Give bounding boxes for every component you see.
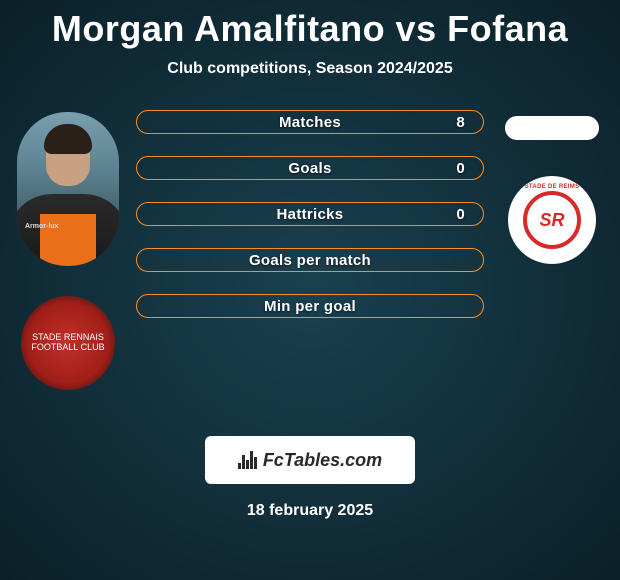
avatar-sponsor-text: Armor-lux bbox=[25, 223, 58, 230]
right-column: STADE DE REIMS SR bbox=[492, 110, 612, 264]
reims-arc-text: STADE DE REIMS bbox=[525, 184, 580, 190]
stat-pill-hattricks: Hattricks 0 bbox=[136, 202, 484, 226]
stat-value-right: 8 bbox=[456, 114, 465, 131]
player-pill-right bbox=[505, 116, 599, 140]
stat-value-right: 0 bbox=[456, 206, 465, 223]
stat-value-right: 0 bbox=[456, 160, 465, 177]
avatar-jersey bbox=[40, 214, 96, 266]
player-avatar-left: Armor-lux bbox=[17, 112, 119, 266]
stat-label: Goals per match bbox=[249, 252, 371, 269]
reims-monogram: SR bbox=[523, 191, 581, 249]
content-row: Armor-lux STADE RENNAIS FOOTBALL CLUB Ma… bbox=[0, 110, 620, 390]
stat-label: Hattricks bbox=[277, 206, 344, 223]
left-column: Armor-lux STADE RENNAIS FOOTBALL CLUB bbox=[8, 110, 128, 390]
bar-chart-icon bbox=[238, 451, 257, 469]
stat-label: Matches bbox=[279, 114, 341, 131]
avatar-hair bbox=[44, 124, 92, 154]
rennes-text-bottom: FOOTBALL CLUB bbox=[31, 342, 104, 352]
fctables-badge: FcTables.com bbox=[205, 436, 415, 484]
page-title: Morgan Amalfitano vs Fofana bbox=[0, 0, 620, 50]
stat-label: Min per goal bbox=[264, 298, 356, 315]
rennes-text-top: STADE RENNAIS bbox=[32, 332, 104, 342]
club-badge-rennes: STADE RENNAIS FOOTBALL CLUB bbox=[21, 296, 115, 390]
fctables-label: FcTables.com bbox=[263, 450, 382, 471]
stats-column: Matches 8 Goals 0 Hattricks 0 Goals per … bbox=[128, 110, 492, 318]
stat-pill-goals: Goals 0 bbox=[136, 156, 484, 180]
date-line: 18 february 2025 bbox=[0, 502, 620, 520]
stat-pill-mpg: Min per goal bbox=[136, 294, 484, 318]
subtitle: Club competitions, Season 2024/2025 bbox=[0, 60, 620, 78]
club-badge-rennes-text: STADE RENNAIS FOOTBALL CLUB bbox=[31, 333, 104, 353]
stat-pill-matches: Matches 8 bbox=[136, 110, 484, 134]
stat-pill-gpm: Goals per match bbox=[136, 248, 484, 272]
club-badge-reims: STADE DE REIMS SR bbox=[508, 176, 596, 264]
stat-label: Goals bbox=[288, 160, 331, 177]
